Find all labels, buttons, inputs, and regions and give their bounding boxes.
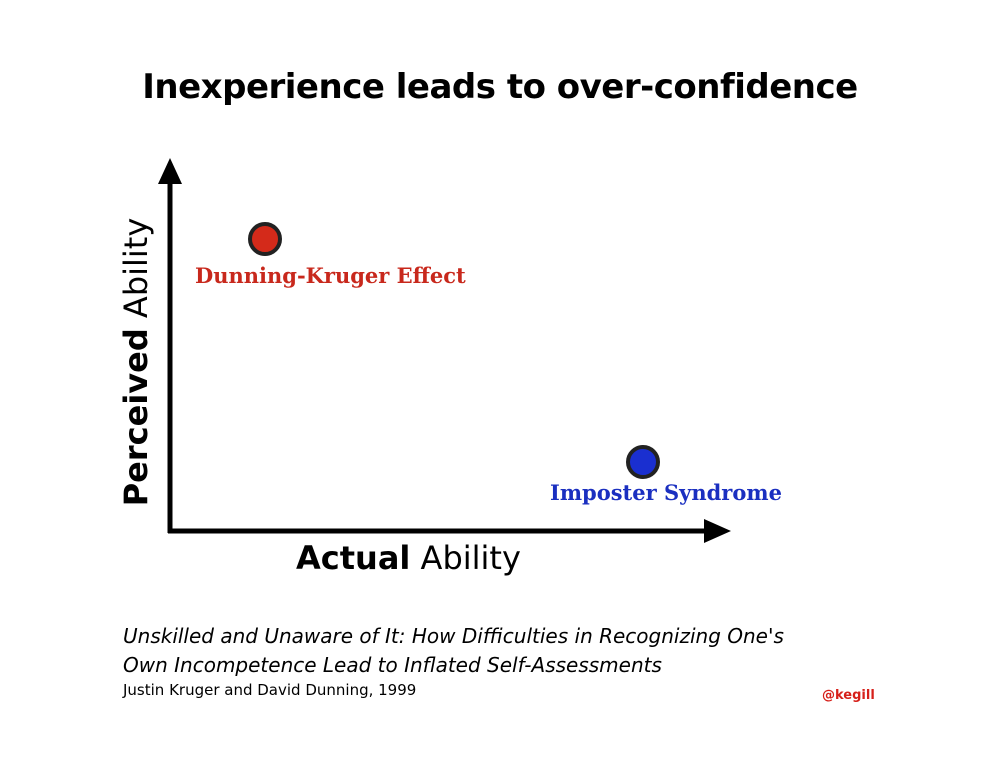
y-axis-label: Perceived Ability — [116, 218, 156, 507]
x-axis-label-bold: Actual — [296, 539, 411, 577]
imposter-syndrome-label: Imposter Syndrome — [550, 480, 782, 505]
x-axis-arrowhead — [704, 519, 731, 543]
dunning-kruger-point — [248, 222, 282, 256]
y-axis-arrowhead — [158, 158, 182, 184]
dunning-kruger-label: Dunning-Kruger Effect — [195, 263, 466, 288]
y-axis-label-rest: Ability — [117, 217, 155, 329]
x-axis-label-rest: Ability — [410, 539, 521, 577]
x-axis-label: Actual Ability — [296, 536, 521, 580]
citation-title: Unskilled and Unaware of It: How Difficu… — [123, 622, 784, 680]
y-axis-label-bold: Perceived — [117, 328, 155, 507]
author-handle: @kegill — [822, 688, 875, 703]
citation-title-line-2: Own Incompetence Lead to Inflated Self-A… — [123, 653, 662, 677]
citation-authors: Justin Kruger and David Dunning, 1999 — [123, 681, 417, 699]
citation-title-line-1: Unskilled and Unaware of It: How Difficu… — [123, 624, 784, 648]
imposter-syndrome-point — [626, 445, 660, 479]
slide-title: Inexperience leads to over-confidence — [142, 67, 858, 107]
